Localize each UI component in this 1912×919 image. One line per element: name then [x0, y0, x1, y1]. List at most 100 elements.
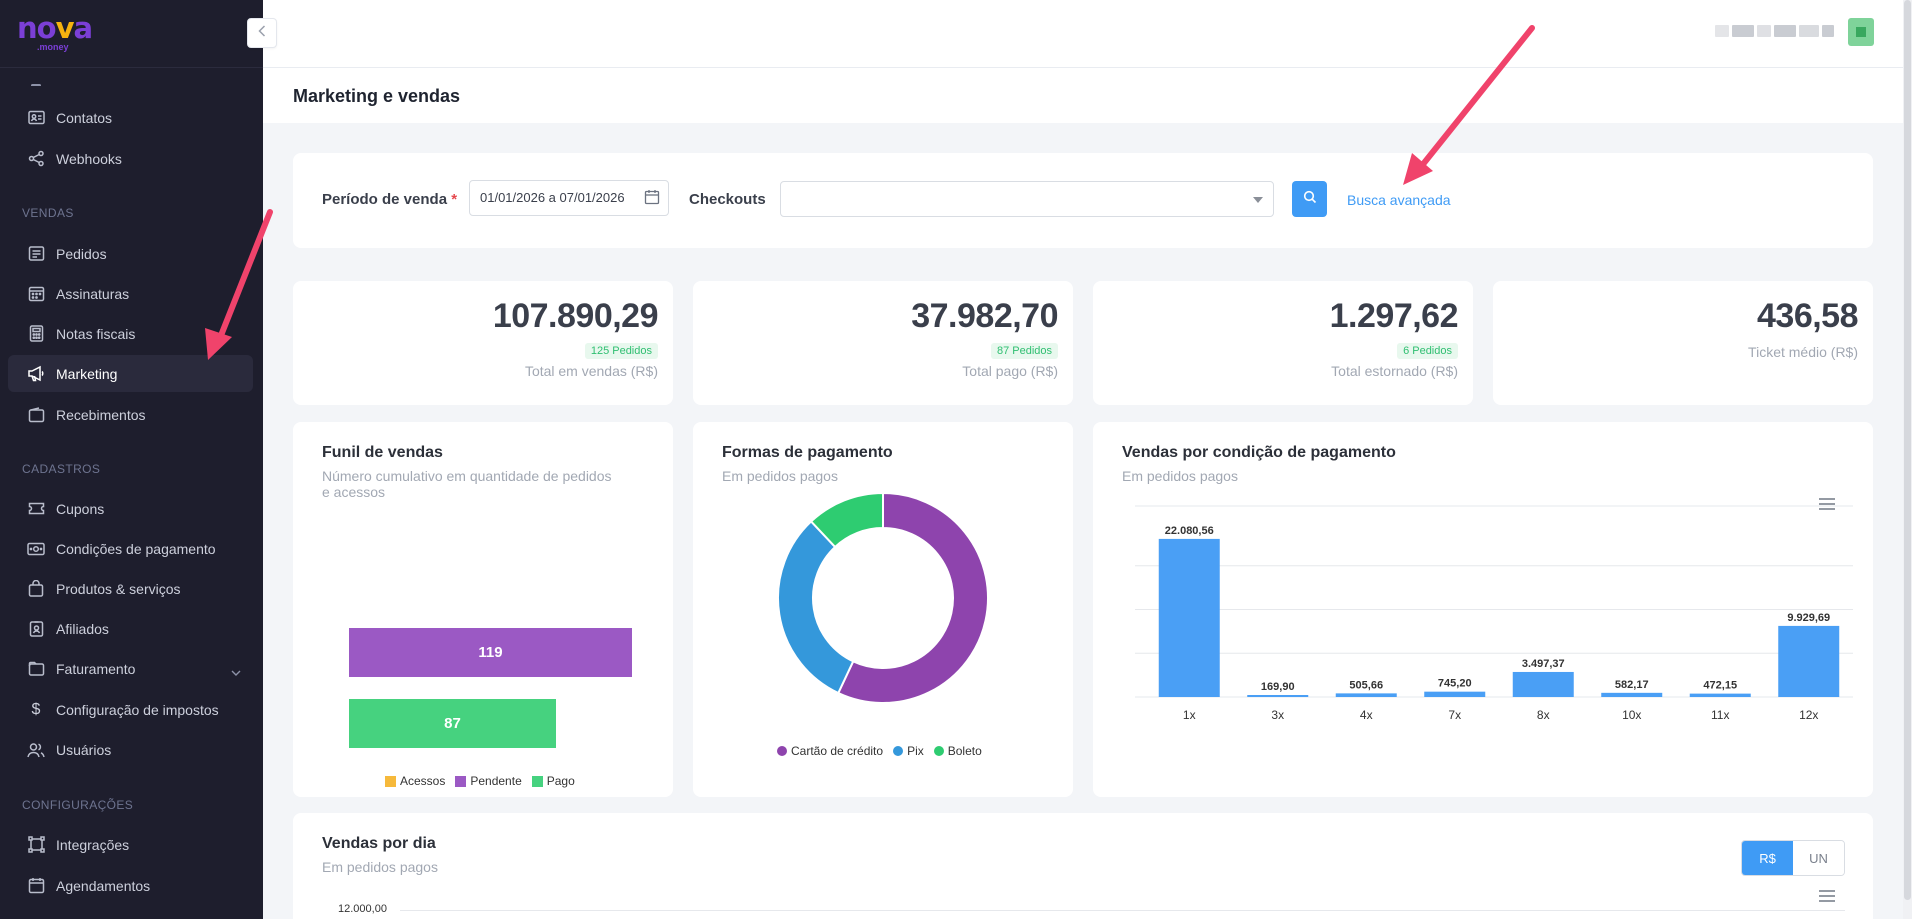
search-icon — [1303, 190, 1317, 209]
dollar-icon: $ — [31, 700, 41, 718]
calendar-icon — [644, 189, 660, 208]
sidebar-item-condicoes-pagamento[interactable]: Condições de pagamento — [8, 530, 253, 567]
x-tick-label: 3x — [1271, 708, 1284, 722]
schedule-icon — [26, 876, 46, 896]
bar-value-label: 22.080,56 — [1165, 525, 1214, 537]
sidebar-item-notas-fiscais[interactable]: Notas fiscais — [8, 315, 253, 352]
chevron-down-icon — [1253, 197, 1263, 203]
donut-slice-cart-o-de-cr-dito[interactable] — [836, 492, 989, 704]
donut-slice-boleto[interactable] — [809, 492, 884, 549]
sidebar-item-faturamento[interactable]: Faturamento — [8, 650, 253, 687]
legend-item-pendente[interactable]: Pendente — [455, 774, 522, 788]
legend-item-pix[interactable]: Pix — [893, 744, 924, 758]
legend-swatch — [933, 746, 944, 756]
bar-value-label: 745,20 — [1438, 678, 1472, 690]
scrolled-item-stub — [31, 84, 41, 87]
sidebar-item-pedidos[interactable]: Pedidos — [8, 235, 253, 272]
sidebar-item-webhooks[interactable]: Webhooks — [8, 140, 253, 177]
avatar[interactable] — [1848, 18, 1874, 46]
bar-8x[interactable] — [1512, 671, 1574, 697]
advanced-search-link[interactable]: Busca avançada — [1347, 192, 1451, 208]
chart-menu-icon[interactable] — [1819, 497, 1835, 515]
integration-icon — [26, 835, 46, 855]
bar-value-label: 505,66 — [1349, 679, 1383, 691]
sidebar-item-label: Agendamentos — [56, 877, 151, 894]
contact-card-icon — [26, 108, 46, 128]
bar-value-label: 582,17 — [1615, 679, 1649, 691]
bar-1x[interactable] — [1158, 538, 1220, 697]
funnel-bar-pago[interactable]: 87 — [349, 699, 556, 748]
donut-slice-pix[interactable] — [777, 520, 855, 695]
bar-4x[interactable] — [1335, 693, 1397, 697]
user-name-redacted[interactable] — [1715, 22, 1835, 40]
legend-item-credit-card[interactable]: Cartão de crédito — [777, 744, 883, 758]
brand-logo[interactable]: nova .money — [17, 11, 93, 52]
users-icon — [26, 740, 46, 760]
gridline — [400, 910, 1845, 911]
sidebar-item-agendamentos[interactable]: Agendamentos — [8, 867, 253, 904]
payment-methods-card: Formas de pagamento Em pedidos pagos Car… — [693, 422, 1073, 797]
sidebar-item-afiliados[interactable]: Afiliados — [8, 610, 253, 647]
toggle-units[interactable]: UN — [1793, 841, 1844, 875]
funnel-bar-pendente[interactable]: 119 — [349, 628, 632, 677]
bar-7x[interactable] — [1424, 691, 1486, 697]
sidebar-item-configuracao-impostos[interactable]: $ Configuração de impostos — [8, 691, 253, 728]
chevron-left-icon — [258, 24, 266, 42]
chevron-down-icon[interactable] — [231, 663, 241, 679]
card-subtitle: Em pedidos pagos — [722, 468, 838, 484]
daily-sales-card: Vendas por dia Em pedidos pagos R$ UN 12… — [293, 813, 1873, 919]
topbar — [263, 0, 1903, 68]
kpi-total-paid: 37.982,70 87 Pedidos Total pago (R$) — [693, 281, 1073, 405]
sidebar-item-produtos-servicos[interactable]: Produtos & serviços — [8, 570, 253, 607]
chart-menu-icon[interactable] — [1819, 889, 1835, 907]
funnel-legend: Acessos Pendente Pago — [385, 774, 575, 788]
kpi-total-refunded: 1.297,62 6 Pedidos Total estornado (R$) — [1093, 281, 1473, 405]
x-tick-label: 7x — [1448, 708, 1461, 722]
sales-by-condition-card: Vendas por condição de pagamento Em pedi… — [1093, 422, 1873, 797]
bar-value-label: 169,90 — [1261, 681, 1295, 693]
sidebar-item-label: Notas fiscais — [56, 325, 136, 342]
sidebar-item-assinaturas[interactable]: Assinaturas — [8, 275, 253, 312]
sidebar-item-contatos[interactable]: Contatos — [8, 99, 253, 136]
shopping-bag-icon — [26, 579, 46, 599]
sidebar-item-label: Condições de pagamento — [56, 540, 216, 557]
sidebar-item-label: Afiliados — [56, 620, 109, 637]
bar-3x[interactable] — [1247, 695, 1309, 697]
bar-12x[interactable] — [1778, 625, 1840, 697]
page-scrollbar[interactable] — [1903, 0, 1912, 919]
legend-item-boleto[interactable]: Boleto — [933, 744, 982, 758]
calculator-icon — [26, 324, 46, 344]
megaphone-icon — [26, 364, 46, 384]
x-tick-label: 1x — [1183, 708, 1196, 722]
card-subtitle: Em pedidos pagos — [322, 859, 438, 875]
search-button[interactable] — [1292, 181, 1327, 217]
bar-10x[interactable] — [1601, 692, 1663, 697]
payment-legend: Cartão de crédito Pix Boleto — [777, 744, 982, 758]
bar-11x[interactable] — [1689, 693, 1751, 697]
sidebar-item-label: Recebimentos — [56, 406, 146, 423]
collapse-sidebar-button[interactable] — [247, 18, 277, 48]
legend-item-pago[interactable]: Pago — [531, 774, 575, 788]
calendar-grid-icon — [26, 284, 46, 304]
toggle-currency[interactable]: R$ — [1742, 841, 1793, 875]
sidebar: nova .money Contatos Webhooks VENDAS Ped… — [0, 0, 263, 919]
sidebar-item-recebimentos[interactable]: Recebimentos — [8, 396, 253, 433]
legend-item-acessos[interactable]: Acessos — [385, 774, 445, 788]
card-title: Vendas por dia — [322, 835, 436, 852]
checkouts-select[interactable] — [780, 181, 1274, 217]
kpi-value: 107.890,29 — [492, 297, 659, 335]
sidebar-item-label: Configuração de impostos — [56, 701, 219, 718]
sidebar-item-cupons[interactable]: Cupons — [8, 490, 253, 527]
sidebar-item-marketing[interactable]: Marketing — [8, 355, 253, 392]
sidebar-divider — [0, 67, 263, 68]
sidebar-item-usuarios[interactable]: Usuários — [8, 731, 253, 768]
sidebar-section-cadastros: CADASTROS — [22, 462, 101, 476]
sales-by-condition-bar-chart: 22.080,56 1x 169,90 3x 505,66 4x 745,20 7x 3.497… — [1135, 505, 1853, 722]
period-date-input[interactable]: 01/01/2026 a 07/01/2026 — [469, 180, 669, 216]
scrollbar-thumb[interactable] — [1904, 0, 1911, 900]
sidebar-item-label: Marketing — [56, 365, 118, 382]
page-header: Marketing e vendas — [263, 68, 1903, 123]
sidebar-item-label: Produtos & serviços — [56, 580, 181, 597]
sidebar-item-integracoes[interactable]: Integrações — [8, 826, 253, 863]
sidebar-item-label: Usuários — [56, 741, 112, 758]
